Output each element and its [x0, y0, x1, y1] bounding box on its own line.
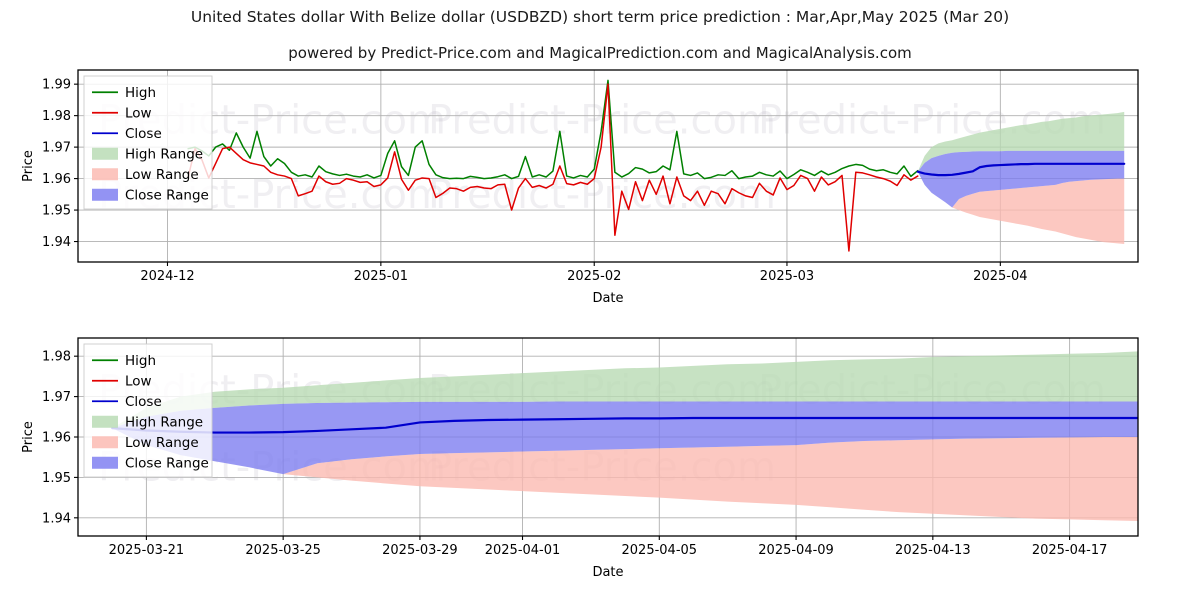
low-line: [187, 83, 919, 252]
y-tick-label: 1.95: [42, 471, 71, 486]
legend-label: Low: [125, 373, 152, 389]
chart-legend: High Low Close High Range Low Range Close Ran…: [83, 343, 213, 478]
legend-swatch-band: [92, 415, 118, 428]
high-line: [187, 79, 919, 180]
overview-chart: Predict-Price.comPredict-Price.comPredic…: [21, 69, 1139, 306]
legend-label: High Range: [125, 146, 203, 162]
plot-frame: [77, 69, 1139, 263]
y-tick-label: 1.97: [42, 141, 71, 156]
y-tick-label: 1.94: [42, 511, 71, 526]
legend-swatch-band: [92, 436, 118, 449]
x-tick-label: 2025-01: [354, 269, 408, 284]
svg-text:Predict-Price.com: Predict-Price.com: [428, 172, 776, 218]
y-axis: 1.94 1.95 1.96 1.97 1.98 1.99: [42, 78, 78, 250]
y-axis-title: Price: [21, 421, 36, 453]
legend-swatch-band: [92, 456, 118, 469]
x-tick-label: 2025-03-21: [109, 543, 185, 558]
high-range-band: [112, 351, 1138, 429]
legend-swatch-band: [92, 147, 118, 160]
x-tick-label: 2025-04-09: [758, 543, 834, 558]
y-tick-label: 1.96: [42, 431, 71, 446]
y-tick-label: 1.99: [42, 78, 71, 93]
detail-chart-panel: Predict-Price.comPredict-Price.comPredic…: [0, 330, 1200, 598]
x-axis-title: Date: [592, 565, 623, 580]
y-tick-label: 1.97: [42, 390, 71, 405]
chart-legend: High Low Close High Range Low Range Close Ran…: [83, 75, 213, 210]
x-tick-label: 2025-04-05: [622, 543, 698, 558]
x-axis-title: Date: [592, 291, 623, 306]
overview-chart-panel: Predict-Price.com Predict-Price.com Predic…: [0, 62, 1200, 322]
legend-label: Close Range: [125, 187, 209, 203]
y-axis-title: Price: [21, 150, 36, 182]
y-tick-label: 1.96: [42, 172, 71, 187]
x-axis: 2025-03-21 2025-03-25 2025-03-29 2025-04-01…: [109, 536, 1108, 558]
page-title: United States dollar With Belize dollar …: [190, 8, 1010, 26]
close-line: [111, 416, 1138, 434]
legend-label: High: [125, 85, 156, 101]
legend-label: Low Range: [125, 435, 199, 451]
y-tick-label: 1.98: [42, 109, 71, 124]
x-tick-label: 2025-03: [760, 269, 814, 284]
x-tick-label: 2025-03-25: [245, 543, 321, 558]
x-tick-label: 2025-04: [973, 269, 1027, 284]
x-tick-label: 2025-04-01: [485, 543, 561, 558]
y-axis: 1.94 1.95 1.96 1.97 1.98: [42, 350, 78, 526]
y-tick-label: 1.95: [42, 204, 71, 219]
x-tick-label: 2025-03-29: [382, 543, 458, 558]
legend-label: High: [125, 353, 156, 369]
legend-label: Close Range: [125, 455, 209, 471]
x-axis: 2024-12 2025-01 2025-02 2025-03 2025-04: [140, 262, 1028, 284]
y-tick-label: 1.94: [42, 235, 71, 250]
close-range-band: [112, 401, 1138, 475]
legend-swatch-band: [92, 168, 118, 181]
x-tick-label: 2024-12: [140, 269, 194, 284]
legend-label: Low Range: [125, 167, 199, 183]
x-tick-label: 2025-04-13: [895, 543, 971, 558]
close-range-band: [917, 150, 1125, 208]
legend-label: Low: [125, 105, 152, 121]
x-tick-label: 2025-04-17: [1032, 543, 1108, 558]
high-range-band: [917, 111, 1125, 172]
y-tick-label: 1.98: [42, 350, 71, 365]
detail-chart: Predict-Price.comPredict-Price.comPredic…: [21, 337, 1139, 580]
legend-label: Close: [125, 394, 162, 410]
low-range-band: [917, 171, 1125, 245]
legend-label: High Range: [125, 414, 203, 430]
page-subtitle: powered by Predict-Price.com and Magical…: [288, 44, 912, 62]
x-tick-label: 2025-02: [567, 269, 621, 284]
low-range-band: [112, 428, 1138, 522]
close-line: [916, 162, 1126, 177]
legend-label: Close: [125, 126, 162, 142]
legend-swatch-band: [92, 188, 118, 201]
